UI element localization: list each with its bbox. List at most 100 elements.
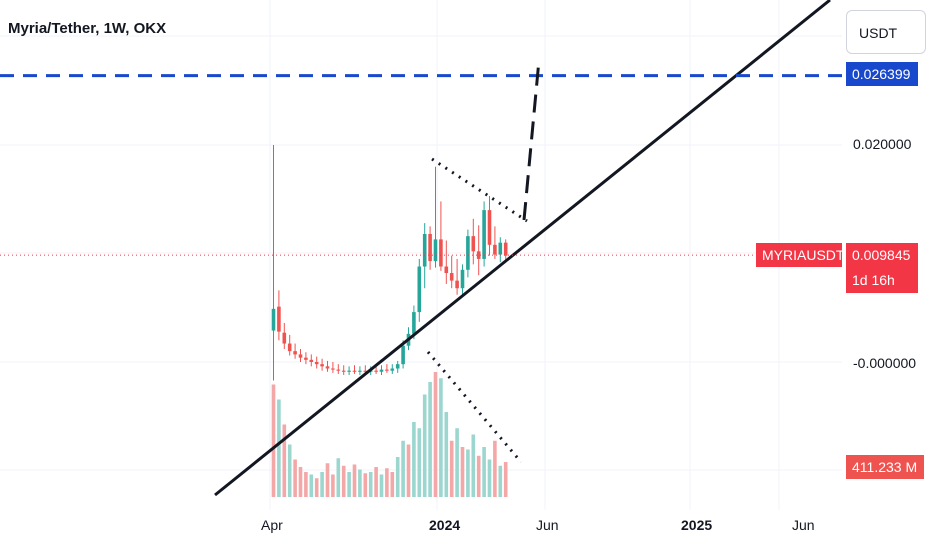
volume-bar	[368, 472, 373, 497]
candle-body	[336, 369, 341, 371]
volume-bar	[271, 384, 276, 497]
candle-body	[298, 354, 303, 358]
chart-title: Myria/Tether, 1W, OKX	[8, 20, 167, 37]
candle-body	[487, 210, 492, 245]
volume-bar	[277, 399, 281, 497]
volume-bar	[417, 428, 422, 497]
candle-body	[293, 351, 297, 355]
volume-bar	[347, 472, 351, 497]
volume-bars	[271, 372, 508, 497]
volume-bar	[482, 447, 486, 497]
candle-body	[476, 251, 481, 259]
dotted-trendline-upper[interactable]	[431, 157, 528, 223]
candle-body	[374, 370, 378, 372]
volume-bar	[433, 372, 438, 497]
volume-bar	[503, 462, 508, 497]
candle-body	[277, 306, 281, 332]
volume-bar	[498, 465, 503, 497]
candle-body	[428, 233, 432, 262]
candle-body	[390, 368, 395, 371]
candle-body	[412, 312, 416, 334]
volume-bar	[444, 412, 449, 497]
volume-bar	[309, 474, 314, 497]
volume-bar	[341, 465, 346, 497]
volume-bar	[304, 472, 308, 497]
candle-body	[347, 370, 351, 372]
candle-body	[320, 364, 324, 367]
volume-bar	[390, 472, 395, 497]
time-tick: 2024	[429, 517, 461, 533]
candle-body	[379, 369, 384, 372]
candle-body	[449, 273, 454, 281]
candle-body	[493, 244, 497, 255]
volume-bar	[428, 382, 432, 497]
projection-dashed-line[interactable]	[522, 59, 541, 221]
candle-body	[282, 332, 287, 344]
candle-body	[385, 369, 389, 371]
volume-bar	[471, 434, 476, 497]
time-tick: Jun	[536, 517, 559, 533]
volume-bar	[293, 459, 297, 497]
level-price-label: 0.026399	[846, 62, 918, 86]
candle-body	[314, 362, 319, 365]
candle-body	[395, 364, 400, 369]
dotted-trendline-volume[interactable]	[426, 351, 523, 463]
candle-body	[422, 233, 427, 267]
candle-body	[444, 266, 449, 274]
volume-bar	[287, 444, 292, 497]
currency-selector-button[interactable]: USDT	[846, 10, 926, 54]
bar-countdown-label: 1d 16h	[846, 267, 918, 293]
volume-bar	[406, 444, 411, 497]
time-tick: Apr	[261, 517, 283, 533]
volume-bar	[379, 474, 384, 497]
last-price-label: 0.009845	[846, 243, 918, 267]
volume-bar	[331, 474, 335, 497]
volume-bar	[422, 394, 427, 497]
volume-bar	[487, 459, 492, 497]
time-tick: Jun	[792, 517, 815, 533]
candle-body	[460, 269, 465, 289]
volume-bar	[363, 473, 368, 497]
volume-bar	[466, 449, 470, 497]
candle-body	[363, 370, 368, 372]
candlesticks	[271, 145, 508, 381]
candle-body	[466, 236, 470, 270]
volume-bar	[325, 463, 330, 497]
candle-body	[352, 370, 357, 372]
volume-bar	[493, 440, 497, 497]
candle-body	[503, 242, 508, 256]
candle-body	[325, 366, 330, 369]
volume-bar	[298, 467, 303, 497]
candle-body	[271, 308, 276, 331]
candle-body	[417, 266, 422, 313]
drawings[interactable]	[0, 0, 842, 497]
time-tick: 2025	[681, 517, 713, 533]
volume-bar	[395, 457, 400, 497]
volume-bar	[314, 478, 319, 497]
volume-bar	[412, 422, 416, 497]
candle-body	[482, 210, 486, 259]
volume-bar	[460, 447, 465, 497]
volume-label: 411.233 M	[846, 455, 924, 479]
volume-bar	[439, 378, 443, 497]
candle-body	[455, 280, 459, 289]
volume-bar	[282, 424, 287, 497]
volume-bar	[374, 467, 378, 497]
volume-bar	[455, 428, 459, 497]
volume-bar	[358, 469, 362, 497]
candle-body	[433, 239, 438, 262]
candle-body	[287, 343, 292, 352]
volume-bar	[476, 455, 481, 497]
candle-body	[331, 368, 335, 370]
volume-bar	[320, 472, 324, 497]
volume-bar	[385, 468, 389, 497]
volume-bar	[352, 464, 357, 497]
candle-body	[341, 370, 346, 372]
price-tick: -0.000000	[853, 355, 917, 371]
candle-body	[471, 236, 476, 252]
candle-body	[401, 345, 405, 365]
volume-bar	[336, 458, 341, 497]
trendline-support[interactable]	[214, 0, 831, 497]
